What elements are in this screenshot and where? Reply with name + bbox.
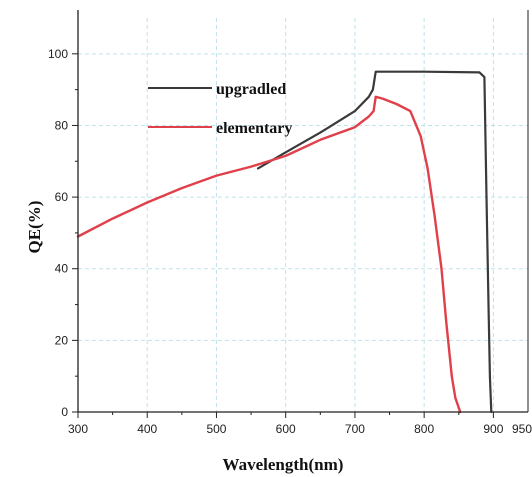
y-tick-label-100: 100 bbox=[48, 47, 68, 61]
x-tick-label-300: 300 bbox=[68, 422, 88, 436]
y-tick-label-80: 80 bbox=[55, 118, 69, 132]
grid-lines bbox=[77, 18, 528, 413]
y-axis-title: QE(%) bbox=[25, 201, 44, 254]
legend-label-upgradled: upgradled bbox=[216, 81, 286, 98]
legend-label-elementary: elementary bbox=[216, 120, 292, 137]
x-tick-label-600: 600 bbox=[276, 422, 296, 436]
x-tick-label-500: 500 bbox=[206, 422, 226, 436]
series-line-upgradled bbox=[256, 70, 493, 414]
x-tick-label-400: 400 bbox=[137, 422, 157, 436]
x-tick-label-900: 900 bbox=[483, 422, 503, 436]
y-tick-label-40: 40 bbox=[55, 262, 69, 276]
y-tick-label-60: 60 bbox=[55, 190, 69, 204]
legend: upgradled elementary bbox=[148, 81, 292, 137]
x-tick-label-700: 700 bbox=[345, 422, 365, 436]
series-line-elementary bbox=[76, 95, 462, 414]
y-tick-label-20: 20 bbox=[55, 333, 69, 347]
y-tick-label-0: 0 bbox=[61, 405, 68, 419]
axis-ticks: 300 400 500 600 700 800 900 950 0 20 40 60 80 100 bbox=[48, 47, 532, 436]
x-tick-label-800: 800 bbox=[414, 422, 434, 436]
x-axis-title: Wavelength(nm) bbox=[223, 455, 344, 474]
x-tick-label-edge: 950 bbox=[512, 422, 532, 436]
plot-frame bbox=[77, 10, 529, 413]
series-lines bbox=[76, 70, 493, 414]
